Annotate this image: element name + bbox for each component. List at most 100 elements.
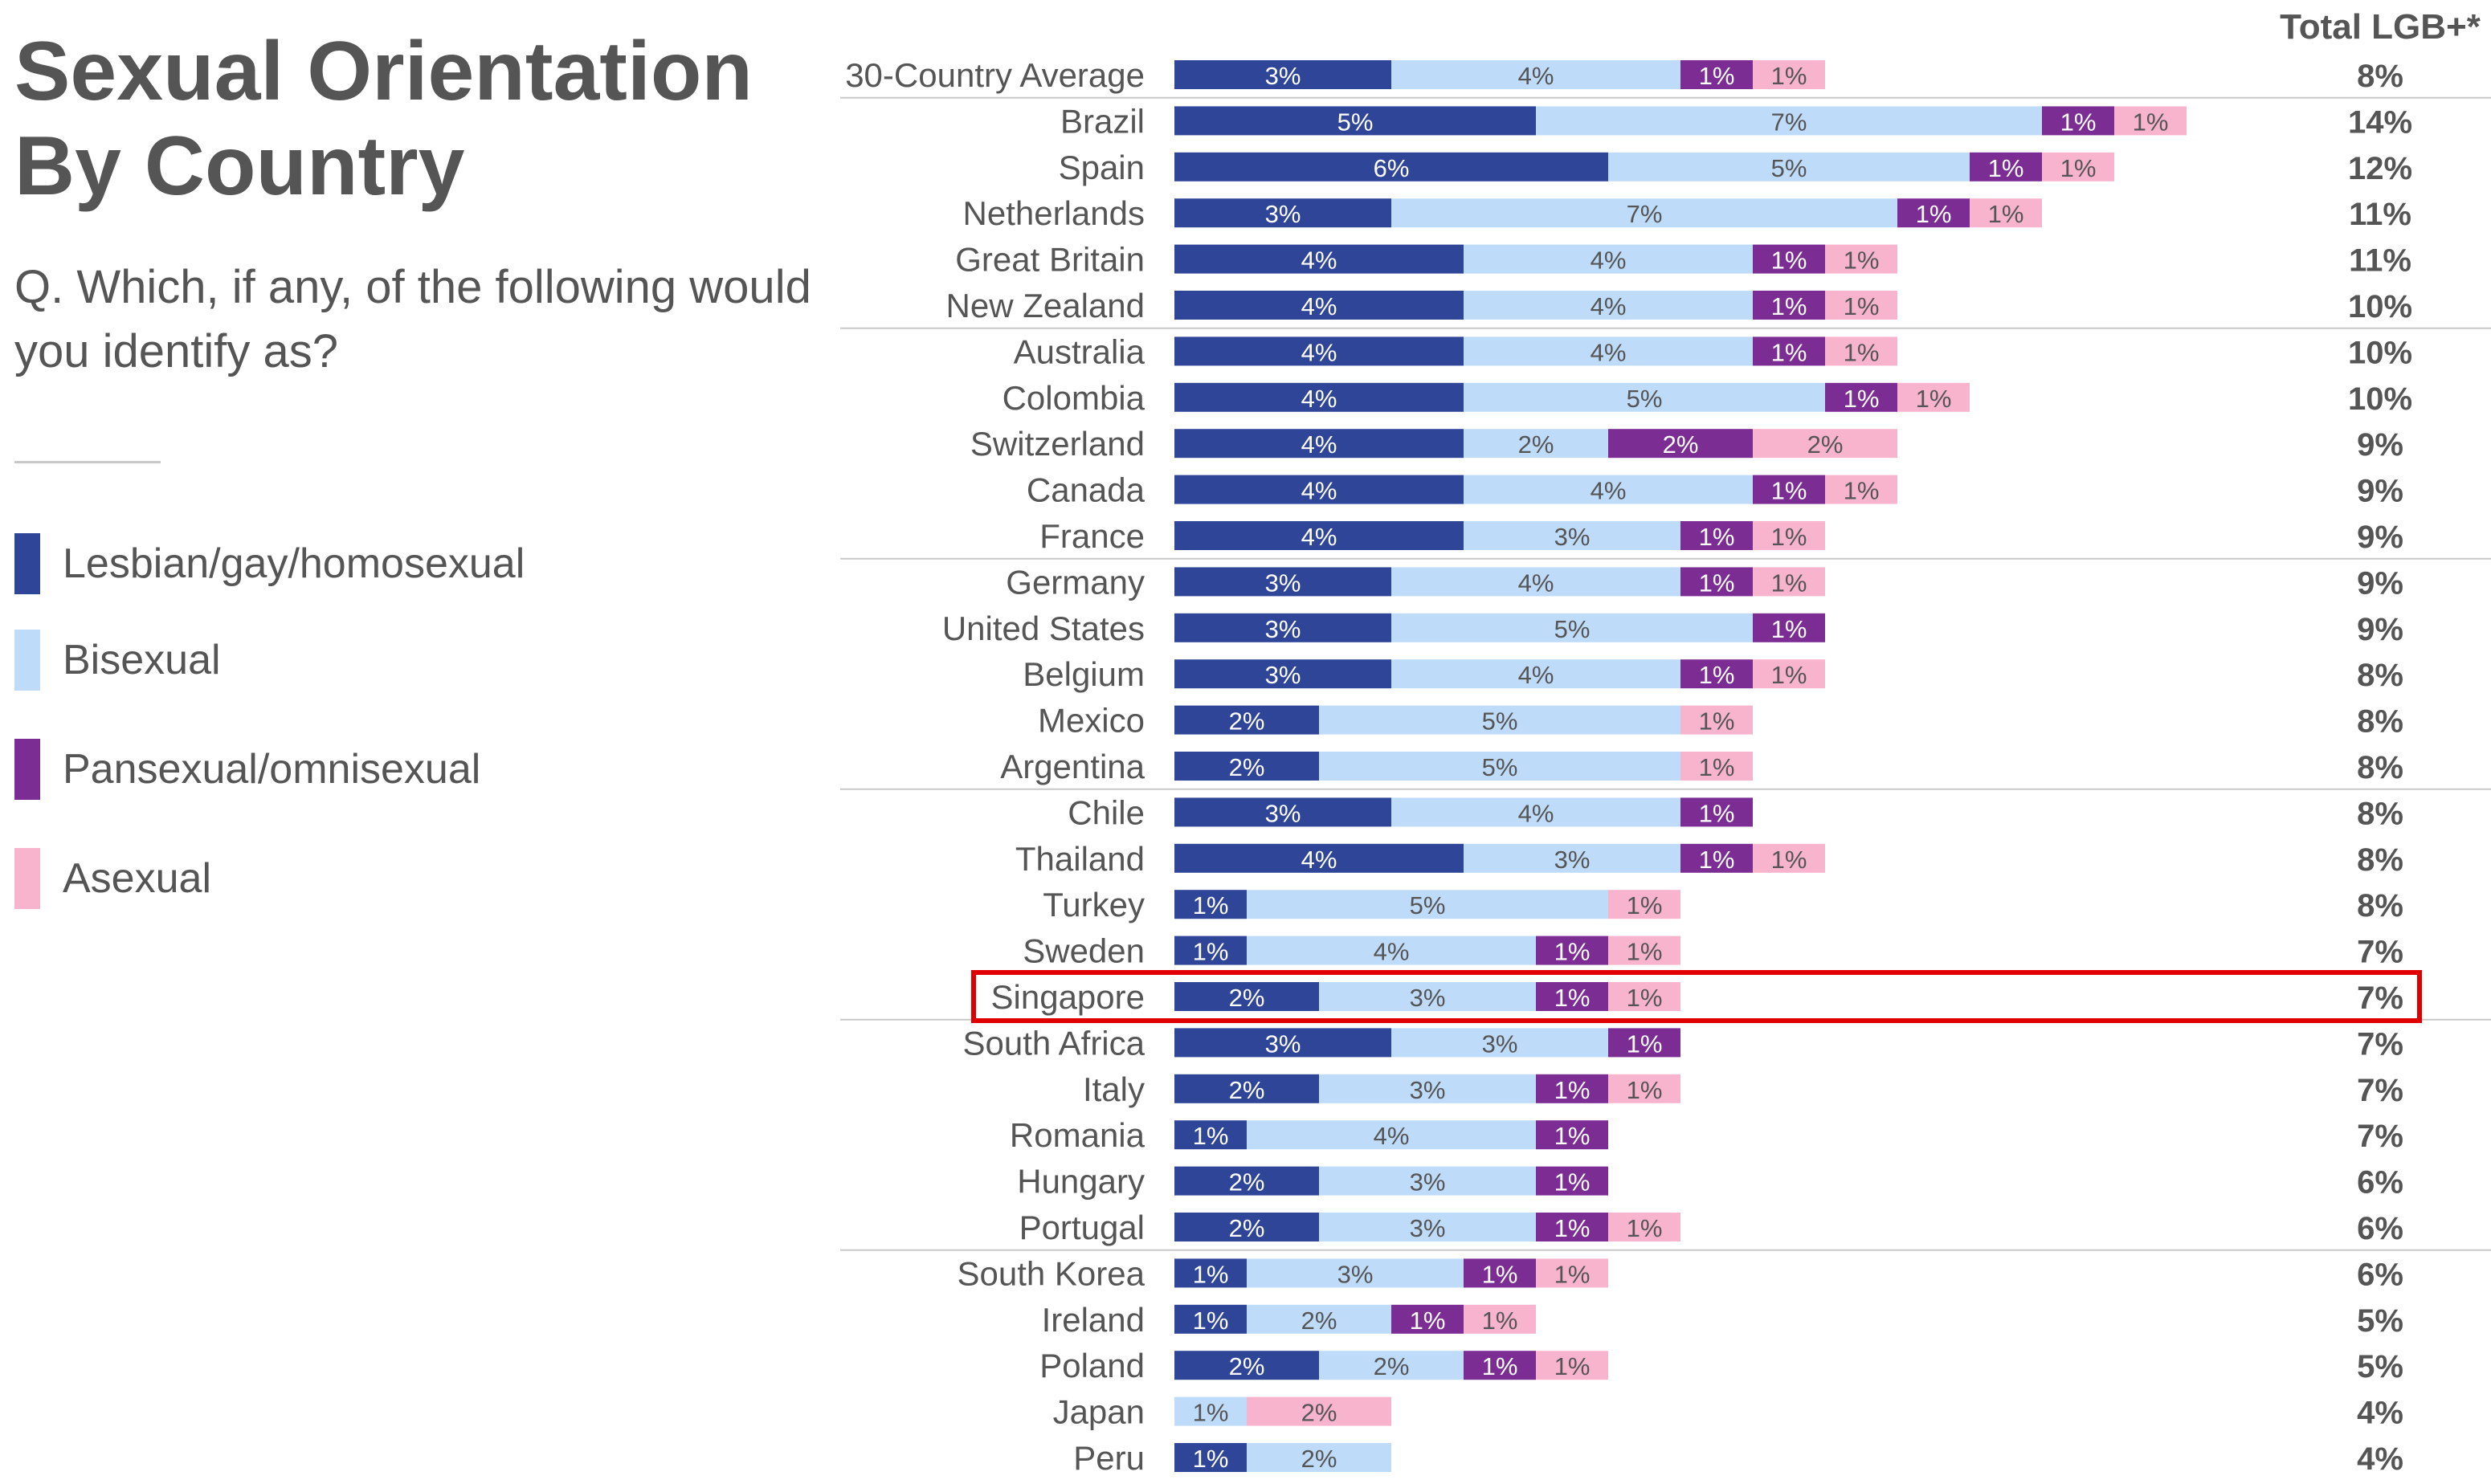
data-label: 1%: [1771, 292, 1807, 320]
category-label: Switzerland: [970, 425, 1145, 463]
bar-segment-bisexual: [1391, 659, 1680, 689]
total-value: 5%: [2357, 1303, 2403, 1339]
data-label: 4%: [1301, 385, 1337, 413]
bar-segment-bisexual: [1247, 1258, 1464, 1288]
total-value: 8%: [2357, 704, 2403, 740]
data-label: 4%: [1518, 799, 1554, 827]
total-value: 6%: [2357, 1257, 2403, 1292]
legend-label: Pansexual/omnisexual: [63, 746, 481, 793]
bar-segment-pansexual: [1536, 1213, 1608, 1241]
bar-segment-bisexual: [1319, 1166, 1536, 1196]
category-label: New Zealand: [946, 287, 1145, 324]
data-label: 4%: [1301, 523, 1337, 551]
data-label: 3%: [1554, 523, 1591, 551]
category-label: France: [1039, 517, 1145, 555]
divider: [14, 461, 161, 463]
category-label: Belgium: [1023, 655, 1145, 693]
bar-segment-pansexual: [1536, 936, 1608, 965]
category-label: Brazil: [1060, 102, 1145, 140]
bar-segment-pansexual: [1536, 982, 1608, 1011]
bar-segment-pansexual: [1464, 1351, 1536, 1380]
data-label: 1%: [1193, 1445, 1229, 1473]
category-label: Romania: [1010, 1116, 1145, 1154]
data-label: 2%: [1301, 1445, 1337, 1473]
bar-segment-lgh: [1174, 152, 1608, 181]
bar-segment-asexual: [1825, 291, 1897, 320]
data-label: 1%: [1193, 1260, 1229, 1288]
bar-segment-bisexual: [1319, 752, 1680, 781]
data-label: 1%: [1699, 753, 1735, 781]
data-label: 4%: [1518, 62, 1554, 90]
data-label: 4%: [1591, 477, 1627, 505]
bar-segment-pansexual: [1753, 475, 1825, 504]
data-label: 5%: [1482, 753, 1518, 781]
data-label: 5%: [1482, 707, 1518, 736]
data-label: 2%: [1229, 1352, 1265, 1380]
bar-segment-lgh: [1174, 291, 1464, 320]
data-label: 1%: [1844, 338, 1880, 366]
category-label: Spain: [1059, 149, 1145, 186]
legend-item-asexual: Asexual: [14, 845, 577, 909]
category-label: Mexico: [1038, 702, 1145, 740]
bar-segment-asexual: [1825, 336, 1897, 366]
bar-segment-lgh: [1174, 1443, 1247, 1472]
bar-segment-bisexual: [1464, 382, 1825, 412]
total-value: 7%: [2357, 935, 2403, 970]
bar-segment-lgh: [1174, 797, 1391, 827]
total-value: 8%: [2357, 796, 2403, 831]
data-label: 2%: [1301, 1399, 1337, 1427]
bar-segment-asexual: [1608, 890, 1680, 919]
bar-segment-asexual: [2042, 152, 2114, 181]
bar-segment-asexual: [1247, 1396, 1391, 1426]
data-label: 1%: [2060, 154, 2097, 182]
bar-segment-lgh: [1174, 521, 1464, 550]
legend-swatch: [14, 848, 40, 909]
category-label: Singapore: [991, 978, 1145, 1016]
bar-segment-asexual: [1825, 475, 1897, 504]
total-value: 8%: [2357, 842, 2403, 878]
bar-segment-asexual: [1753, 659, 1825, 689]
total-value: 10%: [2348, 335, 2412, 370]
legend-label: Bisexual: [63, 637, 221, 683]
data-label: 1%: [2060, 108, 2097, 136]
data-label: 2%: [1229, 1168, 1265, 1197]
bar-segment-asexual: [1753, 567, 1825, 597]
data-label: 4%: [1591, 292, 1627, 320]
total-value: 9%: [2357, 427, 2403, 463]
total-column-header: Total LGB+*: [2280, 7, 2481, 47]
bar-segment-bisexual: [1319, 982, 1536, 1011]
data-label: 1%: [1699, 661, 1735, 689]
bar-segment-bisexual: [1536, 106, 2042, 136]
data-label: 5%: [1627, 385, 1663, 413]
bar-segment-pansexual: [1608, 1028, 1680, 1058]
data-label: 5%: [1337, 108, 1374, 136]
data-label: 2%: [1301, 1307, 1337, 1335]
total-value: 10%: [2348, 381, 2412, 417]
bar-segment-pansexual: [1680, 659, 1753, 689]
total-value: 10%: [2348, 289, 2412, 324]
data-label: 1%: [1771, 247, 1807, 275]
data-label: 1%: [1410, 1307, 1446, 1335]
data-label: 1%: [1627, 938, 1663, 966]
bar-segment-lgh: [1174, 198, 1391, 228]
data-label: 1%: [1554, 1260, 1591, 1288]
category-label: Chile: [1068, 793, 1145, 831]
category-label: Ireland: [1042, 1301, 1145, 1339]
bar-segment-lgh: [1174, 752, 1319, 781]
bar-segment-lgh: [1174, 1028, 1391, 1058]
data-label: 1%: [1699, 799, 1735, 827]
bar-segment-asexual: [1753, 60, 1825, 89]
bar-segment-pansexual: [1897, 198, 1970, 228]
category-label: Hungary: [1017, 1163, 1145, 1201]
data-label: 4%: [1518, 569, 1554, 597]
legend-swatch: [14, 533, 40, 594]
data-label: 4%: [1301, 338, 1337, 366]
category-label: South Korea: [957, 1254, 1145, 1292]
total-value: 8%: [2357, 658, 2403, 693]
bar-segment-bisexual: [1464, 244, 1753, 274]
data-label: 4%: [1374, 938, 1410, 966]
bar-segment-bisexual: [1464, 336, 1753, 366]
data-label: 1%: [1771, 62, 1807, 90]
bar-segment-bisexual: [1319, 1213, 1536, 1241]
total-value: 9%: [2357, 612, 2403, 647]
